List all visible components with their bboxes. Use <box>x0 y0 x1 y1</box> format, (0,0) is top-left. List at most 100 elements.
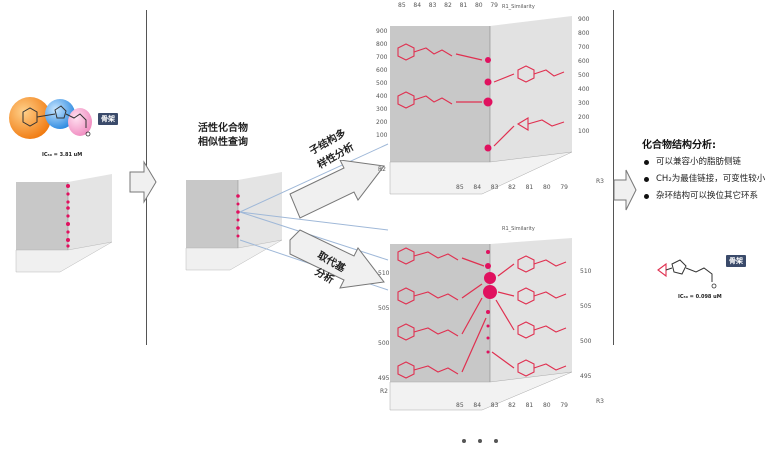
tick-label: 81 <box>459 2 468 9</box>
analysis-title: 化合物结构分析: <box>642 140 716 151</box>
tick-label: 510 <box>580 268 592 275</box>
data-point <box>236 218 240 222</box>
tick-label: 83 <box>428 2 437 9</box>
data-point <box>486 350 490 354</box>
flow-arrow-2 <box>289 160 385 289</box>
tick-label: 500 <box>578 72 590 79</box>
tick-label: 495 <box>378 375 390 382</box>
data-point <box>486 250 490 254</box>
analysis-item: CH₂为最佳链接，可变性较小 <box>642 173 766 185</box>
tick-label: 80 <box>542 184 551 191</box>
data-point <box>66 238 70 242</box>
bottom-panel-r1-label: R1_Similarity <box>502 226 535 232</box>
tick-label: 200 <box>578 114 590 121</box>
tick-label: 500 <box>580 338 592 345</box>
scaffold-tag-right: 骨架 <box>726 255 746 267</box>
data-point <box>66 200 70 204</box>
tick-label: 800 <box>578 30 590 37</box>
top-panel-r3-label: R3 <box>596 178 604 185</box>
bullet-icon <box>644 194 649 199</box>
data-point <box>236 194 240 198</box>
bottom-panel-ticks-bottom: 85 84 83 82 81 80 79 <box>456 402 568 409</box>
tick-label: 79 <box>560 402 568 409</box>
tick-label: 900 <box>578 16 590 23</box>
bottom-panel-ticks-right: 510 505 500 495 <box>580 268 591 380</box>
tick-label: 81 <box>525 184 534 191</box>
data-point <box>66 230 70 234</box>
tick-label: 505 <box>580 303 592 310</box>
more-dots <box>462 428 510 447</box>
data-point <box>485 57 491 63</box>
data-point <box>484 78 492 86</box>
top-panel-ticks-bottom: 85 84 83 82 81 80 79 <box>456 184 568 191</box>
tick-label: 82 <box>508 402 516 409</box>
tick-label: 83 <box>490 184 499 191</box>
analysis-item: 杂环结构可以换位其它环系 <box>642 190 766 202</box>
tick-label: 700 <box>578 44 590 51</box>
data-point <box>484 144 492 152</box>
bottom-panel-ticks-left: 510 505 500 495 <box>378 270 389 382</box>
flow-arrow-3 <box>613 169 637 211</box>
tick-label: 79 <box>490 2 498 9</box>
tick-label: 84 <box>473 184 482 191</box>
tick-label: 83 <box>490 402 499 409</box>
analysis-item: 可以兼容小的脂肪侧链 <box>642 156 766 168</box>
data-point <box>66 192 70 196</box>
bottom-plot-points <box>483 250 497 354</box>
bullet-icon <box>644 177 649 182</box>
top-panel-ticks-top: 85 84 83 82 81 80 79 <box>398 2 498 9</box>
bottom-panel-r2-label: R2 <box>380 388 388 395</box>
flow-arrow-1 <box>129 160 157 204</box>
bottom-panel-r3-label: R3 <box>596 398 604 405</box>
analysis-list: 可以兼容小的脂肪侧链 CH₂为最佳链接，可变性较小 杂环结构可以换位其它环系 <box>642 156 766 207</box>
tick-label: 85 <box>456 402 464 409</box>
tick-label: 510 <box>378 270 390 277</box>
data-point <box>486 310 490 314</box>
analysis-item-text: 杂环结构可以换位其它环系 <box>656 191 759 201</box>
tick-label: 79 <box>560 184 568 191</box>
tick-label: 495 <box>580 373 592 380</box>
tick-label: 100 <box>578 128 590 135</box>
tick-label: 400 <box>376 93 388 100</box>
data-point <box>66 214 70 218</box>
data-point <box>66 244 70 248</box>
scaffold-tag-left: 骨架 <box>98 113 118 125</box>
data-point <box>485 263 491 269</box>
plot-bottom <box>389 238 573 411</box>
tick-label: 300 <box>376 106 388 113</box>
tick-label: 84 <box>473 402 482 409</box>
data-point <box>66 222 70 226</box>
top-panel-r1-label: R1_Similarity <box>502 4 535 10</box>
analysis-item-text: CH₂为最佳链接，可变性较小 <box>656 174 766 184</box>
top-panel-ticks-right: 900 800 700 600 500 400 300 200 100 <box>578 16 589 135</box>
data-point <box>66 184 70 188</box>
top-plot-points <box>483 57 493 152</box>
data-point <box>486 336 490 340</box>
data-point <box>236 210 240 214</box>
top-panel-r2-label: R2 <box>378 166 386 173</box>
middle-title-line2: 相似性查询 <box>198 137 248 148</box>
tick-label: 80 <box>474 2 483 9</box>
middle-title-line1: 活性化合物 <box>198 123 248 134</box>
data-point <box>483 97 493 107</box>
tick-label: 505 <box>378 305 390 312</box>
tick-label: 500 <box>376 80 388 87</box>
tick-label: 80 <box>542 402 551 409</box>
data-point <box>483 285 497 299</box>
ic50-left: IC₅₀ = 3.81 uM <box>42 152 83 158</box>
tick-label: 400 <box>578 86 590 93</box>
tick-label: 82 <box>508 184 516 191</box>
tick-label: 500 <box>378 340 390 347</box>
tick-label: 800 <box>376 41 388 48</box>
top-panel-ticks-left: 900 800 700 600 500 400 300 200 100 <box>376 28 387 139</box>
middle-plot-points <box>236 194 240 238</box>
bullet-icon <box>644 160 649 165</box>
data-point <box>236 226 240 230</box>
tick-label: 100 <box>376 132 388 139</box>
top-plot-arrows <box>455 53 515 147</box>
tick-label: 85 <box>398 2 406 9</box>
tick-label: 200 <box>376 119 388 126</box>
plot-middle <box>185 172 283 271</box>
top-plot-molecules <box>397 43 565 131</box>
bottom-plot-molecules <box>397 247 567 379</box>
